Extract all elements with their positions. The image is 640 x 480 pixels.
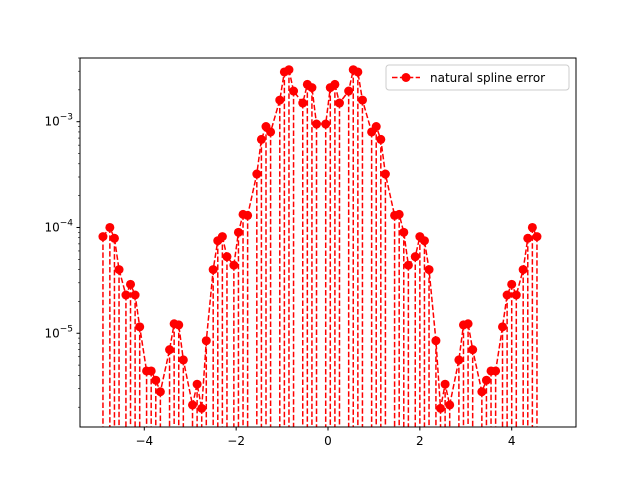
data-point xyxy=(477,387,487,397)
x-tick-label: 4 xyxy=(508,434,516,448)
legend-label: natural spline error xyxy=(430,71,545,85)
data-point xyxy=(188,400,198,410)
legend-box xyxy=(385,64,570,91)
legend: natural spline error xyxy=(385,64,570,91)
data-point xyxy=(380,169,390,179)
data-point xyxy=(229,260,239,270)
data-point xyxy=(289,86,299,96)
data-point xyxy=(105,222,115,232)
data-point xyxy=(201,336,211,346)
data-point xyxy=(98,232,108,242)
data-point xyxy=(431,336,441,346)
data-point xyxy=(243,210,253,220)
data-point xyxy=(275,95,285,105)
data-point xyxy=(394,209,404,219)
data-point xyxy=(371,122,381,132)
x-tick-label: 0 xyxy=(324,434,332,448)
data-point xyxy=(155,387,165,397)
data-point xyxy=(527,222,537,232)
data-point xyxy=(256,134,266,144)
plot-area xyxy=(98,65,542,427)
data-point xyxy=(135,322,145,332)
data-point xyxy=(463,319,473,329)
data-point xyxy=(321,119,331,129)
data-point xyxy=(114,265,124,275)
data-point xyxy=(109,233,119,243)
data-point xyxy=(481,375,491,385)
data-point xyxy=(174,320,184,330)
data-point xyxy=(192,379,202,389)
data-point xyxy=(511,290,521,300)
data-point xyxy=(312,119,322,129)
data-point xyxy=(468,345,478,355)
data-point xyxy=(403,260,413,270)
data-point xyxy=(445,400,455,410)
data-point xyxy=(330,79,340,89)
data-point xyxy=(146,366,156,376)
data-point xyxy=(376,134,386,144)
data-point xyxy=(523,233,533,243)
data-point xyxy=(410,252,420,262)
data-point xyxy=(130,290,140,300)
data-point xyxy=(222,252,232,262)
data-point xyxy=(436,403,446,413)
x-axis: −4 −2 0 2 4 xyxy=(135,427,516,448)
data-point xyxy=(126,279,136,289)
data-point xyxy=(353,67,363,77)
data-point xyxy=(399,227,409,237)
data-point xyxy=(307,83,317,93)
data-point xyxy=(344,86,354,96)
data-point xyxy=(507,279,517,289)
data-point xyxy=(357,95,367,105)
data-point xyxy=(266,127,276,137)
x-tick-label: −2 xyxy=(227,434,245,448)
y-tick-label: 10−5 xyxy=(44,324,73,340)
data-point xyxy=(165,345,175,355)
data-point xyxy=(217,232,227,242)
legend-marker-swatch xyxy=(401,73,411,82)
data-point xyxy=(419,236,429,246)
y-tick-label: 10−3 xyxy=(44,113,73,129)
data-point xyxy=(121,290,131,300)
x-tick-label: 2 xyxy=(416,434,424,448)
data-point xyxy=(233,227,243,237)
data-point xyxy=(178,355,188,365)
data-point xyxy=(334,98,344,108)
data-point xyxy=(532,232,542,242)
x-tick-label: −4 xyxy=(135,434,153,448)
data-point xyxy=(518,265,528,275)
data-point xyxy=(151,375,161,385)
y-tick-label: 10−4 xyxy=(44,218,73,234)
data-point xyxy=(502,290,512,300)
data-point xyxy=(208,265,218,275)
data-point xyxy=(440,379,450,389)
data-point xyxy=(454,355,464,365)
data-point xyxy=(498,322,508,332)
data-point xyxy=(197,403,207,413)
data-point xyxy=(491,366,501,376)
data-point xyxy=(424,265,434,275)
y-axis: 10−5 10−4 10−3 xyxy=(44,57,80,408)
data-point xyxy=(252,169,262,179)
data-point xyxy=(298,98,308,108)
data-point xyxy=(284,65,294,75)
